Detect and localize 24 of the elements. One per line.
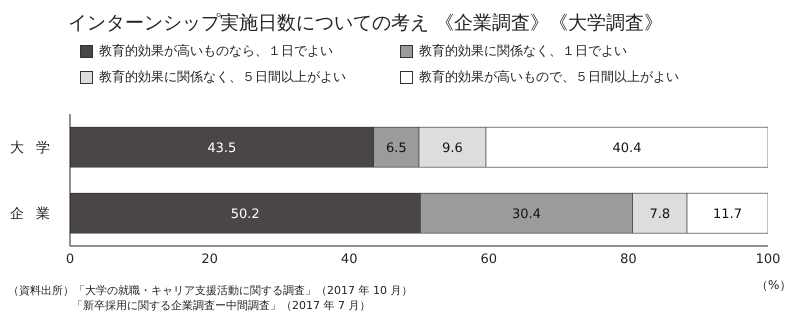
x-axis-title: （%） xyxy=(756,277,792,294)
data-label: 11.7 xyxy=(713,206,742,222)
legend-label: 教育的効果に関係なく、１日でよい xyxy=(419,42,627,60)
legend-label: 教育的効果が高いもので、５日間以上がよい xyxy=(419,68,679,86)
data-label: 43.5 xyxy=(207,140,236,156)
x-tick-label: 100 xyxy=(756,252,780,268)
data-label: 40.4 xyxy=(612,140,642,156)
text: （資料出所）「大学の就職・キャリア支援活動に関する調査」（2017 年 10 月） xyxy=(8,283,412,298)
x-tick-label: 80 xyxy=(620,252,637,268)
text: 「新卒採用に関する企業調査ー中間調査」（2017 年 7 月） xyxy=(71,298,372,313)
x-tick-label: 40 xyxy=(340,252,358,268)
legend-label: 教育的効果が高いものなら、１日でよい xyxy=(99,42,333,60)
legend-label: 教育的効果に関係なく、５日間以上がよい xyxy=(99,68,346,86)
data-label: 9.6 xyxy=(442,140,463,156)
data-label: 50.2 xyxy=(230,206,260,222)
chart-title: インターンシップ実施日数についての考え 《企業調査》《大学調査》 xyxy=(68,11,664,36)
data-label: 6.5 xyxy=(386,140,407,156)
data-label: 30.4 xyxy=(512,206,541,222)
x-tick-label: 60 xyxy=(480,252,498,268)
x-tick-label: 0 xyxy=(66,252,74,268)
y-tick-label: 大学 xyxy=(10,140,62,156)
data-label: 7.8 xyxy=(649,206,670,222)
x-tick-label: 20 xyxy=(201,252,218,268)
y-tick-label: 企業 xyxy=(10,206,62,222)
